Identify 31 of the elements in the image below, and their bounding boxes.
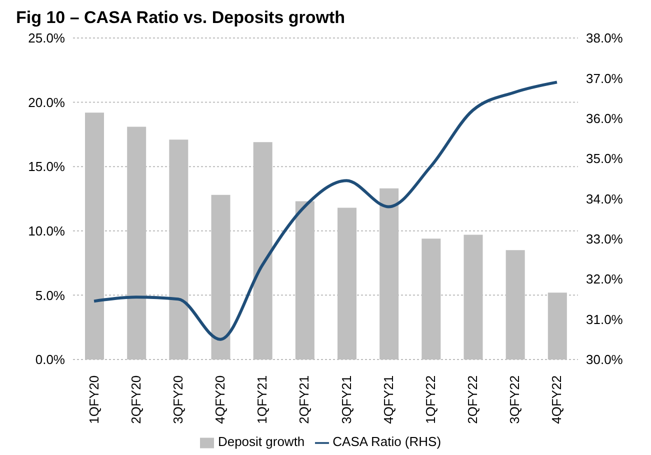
y-tick-label: 10.0% [28, 223, 66, 238]
y2-tick-label: 35.0% [586, 151, 624, 166]
x-tick-label: 2QFY20 [128, 375, 144, 424]
x-tick-label: 4QFY20 [212, 375, 228, 424]
x-tick-label: 1QFY21 [254, 375, 270, 424]
x-tick-label: 3QFY20 [170, 375, 186, 424]
x-tick-label: 3QFY21 [338, 375, 354, 424]
y-tick-label: 25.0% [28, 30, 66, 46]
y2-tick-label: 36.0% [586, 110, 624, 126]
y2-tick-label: 33.0% [586, 232, 624, 247]
x-tick-label: 4QFY21 [380, 375, 396, 424]
y2-tick-label: 37.0% [586, 70, 624, 86]
x-tick-label: 2QFY22 [465, 375, 480, 424]
x-tick-label: 2QFY21 [296, 375, 312, 424]
legend-label: Deposit growth [218, 434, 305, 450]
y-tick-label: 15.0% [28, 159, 66, 174]
x-tick-label: 1QFY20 [86, 375, 102, 424]
y-tick-label: 20.0% [28, 94, 66, 110]
y2-tick-label: 34.0% [586, 191, 624, 206]
y-tick-label: 0.0% [35, 352, 66, 368]
y2-tick-label: 30.0% [586, 352, 624, 368]
x-tick-label: 3QFY22 [507, 375, 522, 424]
x-tick-label: 4QFY22 [549, 375, 564, 424]
y2-tick-label: 31.0% [586, 312, 624, 327]
line-series [92, 80, 558, 341]
legend-label: CASA Ratio (RHS) [332, 434, 442, 450]
y2-tick-label: 32.0% [586, 272, 624, 287]
y-tick-label: 5.0% [35, 288, 66, 303]
y2-tick-label: 38.0% [586, 30, 624, 46]
x-tick-label: 1QFY22 [422, 375, 438, 424]
chart-title: Fig 10 – CASA Ratio vs. Deposits growth [16, 8, 346, 28]
